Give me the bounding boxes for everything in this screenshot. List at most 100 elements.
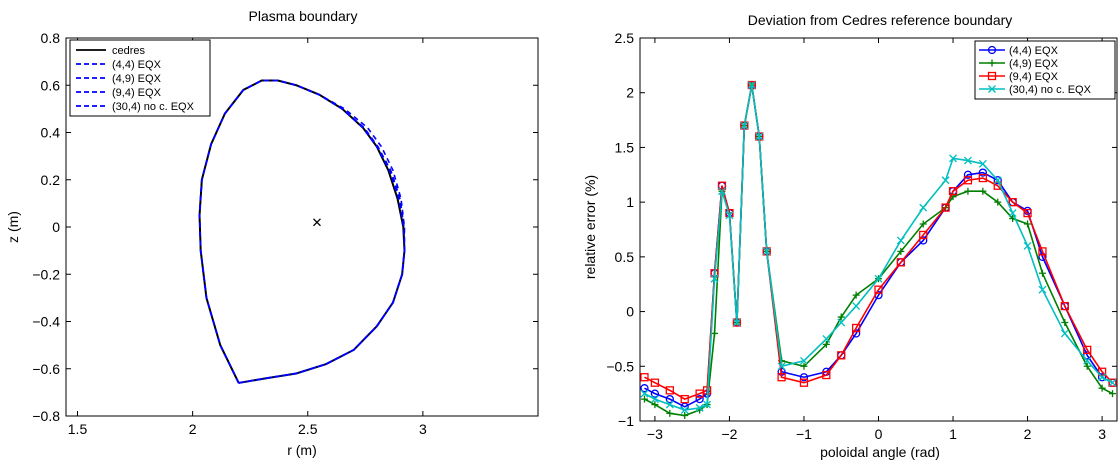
data-point [978, 168, 987, 177]
chart-right-series [640, 80, 1117, 420]
data-point [978, 159, 987, 168]
data-point [988, 85, 996, 93]
data-point [837, 318, 846, 327]
y-tick-label: 2 [626, 85, 634, 101]
chart-right-ylabel: relative error (%) [582, 175, 598, 279]
data-point [800, 356, 808, 365]
x-tick-label: 2.5 [298, 421, 318, 437]
data-point [650, 389, 660, 398]
data-point [710, 274, 719, 283]
y-tick-label: −0.2 [32, 266, 60, 282]
data-point [1023, 241, 1032, 250]
data-point [1083, 362, 1091, 370]
data-point [993, 176, 1002, 185]
data-point [822, 340, 830, 348]
legend-label: (9,4) EQX [112, 87, 162, 99]
legend-label: (9,4) EQX [1009, 71, 1059, 83]
data-point [1098, 384, 1106, 392]
legend-label: (4,4) EQX [1009, 45, 1059, 57]
x-tick-label: 2 [189, 421, 197, 437]
data-point [963, 176, 973, 185]
data-point [732, 318, 741, 327]
x-tick-label: −3 [647, 426, 663, 442]
data-point [799, 373, 809, 382]
data-point [717, 181, 727, 190]
data-point [777, 373, 786, 382]
data-point [1083, 356, 1092, 365]
data-point [1060, 329, 1069, 338]
data-point [979, 187, 987, 195]
chart-left: Plasma boundary 1.5 2 2.5 3 −0.8 −0.6 −0.4 −0.2… [5, 8, 539, 458]
data-point [725, 211, 734, 220]
data-point [1098, 373, 1107, 382]
data-point [964, 187, 972, 195]
chart-right-legend: (4,4) EQX(4,9) EQX(9,4) EQX(30,4) no c. … [974, 40, 1116, 100]
chart-right: Deviation from Cedres reference boundary… [582, 12, 1118, 460]
data-point [919, 230, 928, 240]
data-point [993, 176, 1002, 185]
data-point [987, 45, 997, 55]
data-point [799, 378, 809, 387]
data-point [650, 378, 660, 387]
data-point [851, 323, 861, 333]
data-point [949, 154, 957, 163]
y-tick-label: 0 [626, 304, 634, 320]
data-point [640, 384, 649, 393]
data-point [680, 406, 689, 415]
x-tick-label: −1 [796, 426, 812, 442]
y-tick-label: 0.4 [41, 125, 61, 141]
y-tick-label: 0.5 [615, 249, 635, 265]
y-tick-label: 0.2 [41, 172, 61, 188]
data-point [896, 236, 905, 245]
legend-label: (4,9) EQX [112, 73, 162, 85]
data-point [681, 412, 689, 420]
data-point [1008, 209, 1017, 218]
data-point [994, 198, 1002, 206]
data-point [703, 400, 712, 409]
x-tick-label: −2 [721, 426, 737, 442]
data-point [680, 394, 689, 404]
y-tick-label: −0.6 [32, 361, 60, 377]
y-tick-label: 2.5 [615, 30, 635, 46]
legend-label: (4,9) EQX [1009, 58, 1059, 70]
data-point [640, 395, 648, 403]
data-point [665, 386, 674, 395]
x-tick-label: 3 [1098, 426, 1106, 442]
data-point [665, 394, 674, 404]
data-point [941, 176, 950, 185]
chart-right-xlabel: poloidal angle (rad) [820, 444, 940, 460]
data-point [640, 389, 649, 398]
data-point [755, 132, 764, 141]
data-point [852, 302, 861, 311]
series-line-3 [644, 84, 1113, 411]
y-tick-label: 1 [626, 194, 634, 210]
chart-right-ticks: −3 −2 −1 0 1 2 3 −1 −0.5 0 0.5 1 1.5 2 2.5 [606, 30, 1117, 442]
data-point [822, 370, 831, 380]
data-point [650, 395, 659, 404]
data-point [1008, 197, 1017, 207]
chart-left-legend: cedres (4,4) EQX (4,9) EQX (9,4) EQX (30,4) … [69, 39, 211, 117]
x-tick-label: 1 [949, 426, 957, 442]
data-point [800, 362, 808, 370]
data-point [711, 329, 719, 337]
data-point [993, 181, 1002, 190]
data-point [822, 334, 831, 343]
data-point [1038, 247, 1047, 256]
x-tick-label: 2 [1024, 426, 1032, 442]
chart-left-ylabel: z (m) [5, 211, 21, 243]
x-tick-label: 3 [419, 421, 427, 437]
data-point [919, 220, 927, 228]
data-point [963, 156, 972, 165]
data-point [948, 187, 958, 196]
data-point [640, 373, 649, 382]
y-tick-label: −0.5 [606, 358, 634, 374]
data-point [740, 121, 749, 130]
legend-label: (4,4) EQX [112, 59, 162, 71]
legend-label: (30,4) no c. EQX [1009, 84, 1092, 96]
y-tick-label: 1.5 [615, 139, 635, 155]
data-point [777, 362, 786, 371]
data-point [941, 203, 950, 212]
data-point [897, 247, 905, 255]
data-point [1097, 367, 1107, 376]
x-tick-label: 0 [875, 426, 883, 442]
